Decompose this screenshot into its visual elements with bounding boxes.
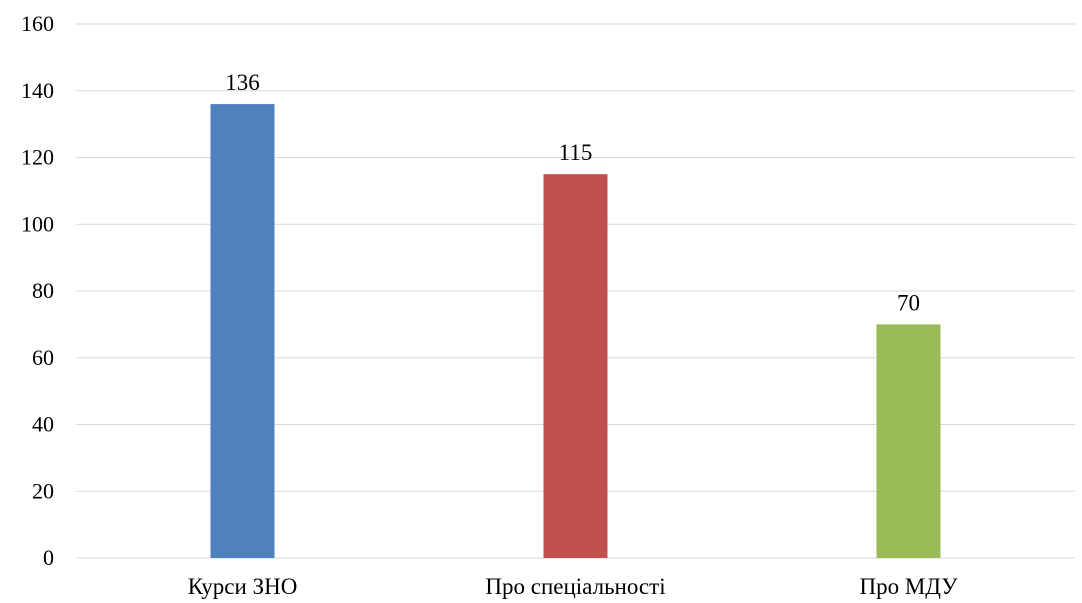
bar [210, 104, 275, 558]
x-axis-category-labels: Курси ЗНО Про спеціальності Про МДУ [188, 574, 959, 599]
y-tick-label: 0 [43, 545, 54, 570]
data-label: 70 [897, 290, 920, 315]
y-axis-tick-labels: 0 20 40 60 80 100 120 140 160 [21, 11, 54, 570]
y-tick-label: 140 [21, 78, 54, 103]
bars [210, 104, 941, 558]
y-tick-label: 20 [32, 478, 54, 503]
data-labels: 136 115 70 [225, 70, 920, 315]
y-tick-label: 40 [32, 412, 54, 437]
data-label: 115 [559, 140, 593, 165]
y-tick-label: 120 [21, 145, 54, 170]
category-label: Про МДУ [859, 574, 958, 599]
bar [876, 324, 941, 558]
y-tick-label: 60 [32, 345, 54, 370]
y-tick-label: 80 [32, 278, 54, 303]
category-label: Курси ЗНО [188, 574, 298, 599]
data-label: 136 [225, 70, 260, 95]
category-label: Про спеціальності [485, 574, 665, 599]
y-tick-label: 160 [21, 11, 54, 36]
y-tick-label: 100 [21, 211, 54, 236]
bar [543, 174, 608, 558]
